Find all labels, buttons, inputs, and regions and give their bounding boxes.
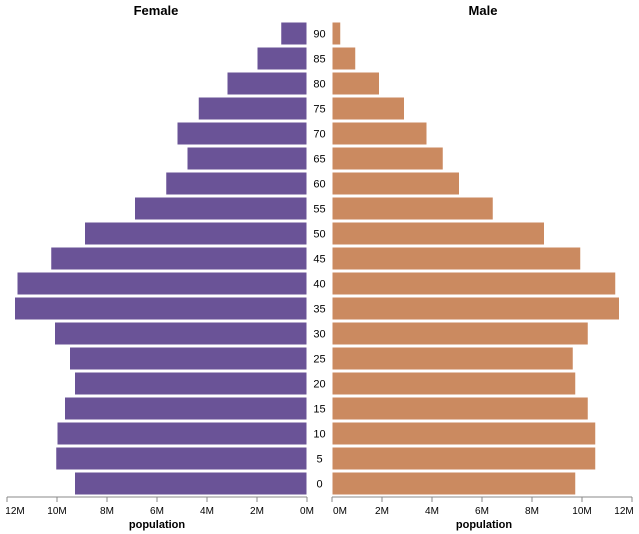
male-bar-age-55 — [331, 196, 494, 221]
age-label-60: 60 — [313, 179, 325, 191]
male-bar-age-45 — [331, 246, 582, 271]
female-bar-age-80 — [226, 71, 308, 96]
male-bar-age-25 — [331, 346, 574, 371]
age-label-25: 25 — [313, 354, 325, 366]
male-bar-age-65 — [331, 146, 444, 171]
age-label-45: 45 — [313, 254, 325, 266]
female-panel-title: Female — [134, 3, 179, 18]
male-bar-age-30 — [331, 321, 589, 346]
female-bar-age-65 — [186, 146, 308, 171]
age-label-20: 20 — [313, 379, 325, 391]
age-label-55: 55 — [313, 204, 325, 216]
age-label-50: 50 — [313, 229, 325, 241]
male-tick-label: 10M — [572, 506, 591, 517]
male-x-axis: 0M 2M 4M 6M 8M 10M 12M — [331, 496, 634, 517]
female-bar-age-15 — [64, 396, 308, 421]
male-tick-label: 8M — [525, 506, 539, 517]
age-label-0: 0 — [316, 479, 322, 491]
female-bar-age-10 — [56, 421, 308, 446]
female-bar-age-55 — [134, 196, 308, 221]
male-bar-age-0 — [331, 471, 577, 496]
female-tick-label: 12M — [5, 506, 24, 517]
age-label-35: 35 — [313, 304, 325, 316]
female-bar-age-70 — [176, 121, 308, 146]
male-bar-age-15 — [331, 396, 589, 421]
age-label-85: 85 — [313, 54, 325, 66]
male-x-axis-title: population — [456, 519, 512, 531]
age-label-65: 65 — [313, 154, 325, 166]
male-tick-label: 2M — [375, 506, 389, 517]
age-label-40: 40 — [313, 279, 325, 291]
male-bar-age-70 — [331, 121, 428, 146]
age-label-10: 10 — [313, 429, 325, 441]
female-bar-age-25 — [69, 346, 308, 371]
male-tick-label: 12M — [614, 506, 633, 517]
female-x-axis: 12M 10M 8M 6M 4M 2M 0M — [5, 496, 314, 517]
male-bar-age-75 — [331, 96, 405, 121]
female-bar-age-85 — [256, 46, 308, 71]
female-bar-age-50 — [84, 221, 308, 246]
male-tick-label: 6M — [475, 506, 489, 517]
male-bar-age-90 — [331, 21, 342, 46]
female-bar-age-90 — [280, 21, 308, 46]
male-bar-age-50 — [331, 221, 545, 246]
age-label-15: 15 — [313, 404, 325, 416]
female-x-axis-title: population — [129, 519, 185, 531]
male-bar-age-85 — [331, 46, 357, 71]
male-tick-label: 4M — [425, 506, 439, 517]
female-bar-age-40 — [16, 271, 308, 296]
age-label-70: 70 — [313, 129, 325, 141]
female-tick-label: 0M — [300, 506, 314, 517]
female-bar-age-45 — [50, 246, 308, 271]
male-bar-age-10 — [331, 421, 597, 446]
female-bar-age-35 — [14, 296, 308, 321]
male-bar-age-20 — [331, 371, 577, 396]
male-bar-age-40 — [331, 271, 617, 296]
male-bar-age-35 — [331, 296, 620, 321]
male-panel-title: Male — [469, 3, 498, 18]
female-bar-age-75 — [197, 96, 308, 121]
female-bars — [14, 21, 308, 496]
male-bar-age-5 — [331, 446, 597, 471]
age-label-90: 90 — [313, 29, 325, 41]
female-bar-age-0 — [74, 471, 308, 496]
male-bar-age-80 — [331, 71, 380, 96]
female-bar-age-20 — [74, 371, 308, 396]
female-bar-age-30 — [54, 321, 308, 346]
male-bar-age-60 — [331, 171, 460, 196]
female-bar-age-5 — [55, 446, 308, 471]
female-tick-label: 8M — [100, 506, 114, 517]
age-label-75: 75 — [313, 104, 325, 116]
age-label-5: 5 — [316, 454, 322, 466]
female-bar-age-60 — [165, 171, 308, 196]
male-tick-label: 0M — [333, 506, 347, 517]
male-bars — [331, 21, 620, 496]
age-label-30: 30 — [313, 329, 325, 341]
female-tick-label: 10M — [47, 506, 66, 517]
female-tick-label: 4M — [200, 506, 214, 517]
female-tick-label: 6M — [150, 506, 164, 517]
age-label-80: 80 — [313, 79, 325, 91]
female-tick-label: 2M — [250, 506, 264, 517]
